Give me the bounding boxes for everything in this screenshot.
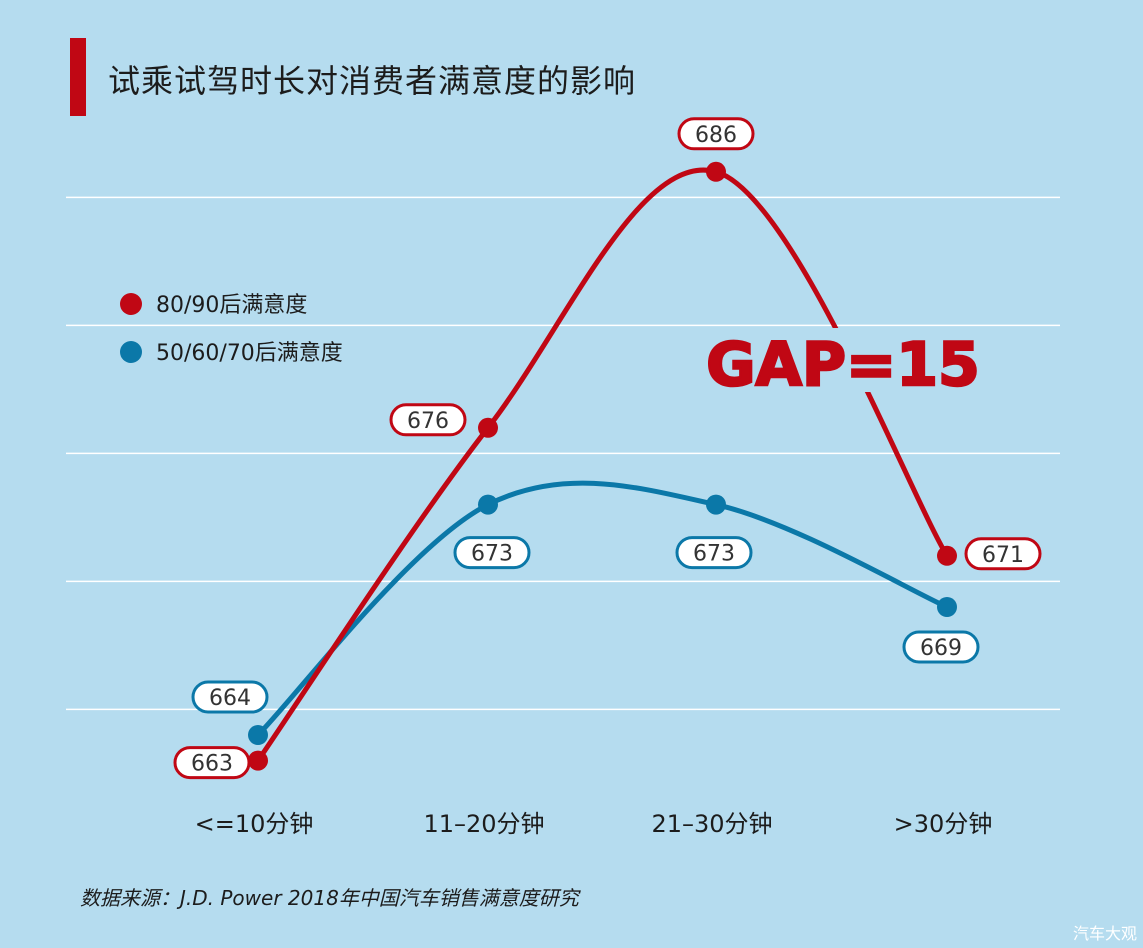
data-label-pill <box>964 537 1042 571</box>
title-accent-bar <box>70 38 86 116</box>
data-label-pill <box>675 536 753 570</box>
data-point <box>248 750 268 771</box>
data-point <box>478 494 498 515</box>
x-tick-label: 21–30分钟 <box>651 810 772 838</box>
legend-label: 80/90后满意度 <box>156 293 307 318</box>
legend-label: 50/60/70后满意度 <box>156 341 343 366</box>
data-point <box>478 417 498 438</box>
data-label-pill <box>453 536 531 570</box>
legend: 80/90后满意度 50/60/70后满意度 <box>120 293 343 366</box>
data-label-pill <box>191 680 269 714</box>
x-tick-label: <=10分钟 <box>195 810 314 838</box>
data-label: 664 <box>209 686 251 711</box>
series-lines <box>248 161 964 771</box>
x-tick-label: 11–20分钟 <box>423 810 544 838</box>
data-label: 686 <box>695 123 737 148</box>
data-point <box>706 161 726 182</box>
data-point <box>248 725 268 745</box>
gap-annotation: GAP=15 <box>705 329 981 402</box>
data-label: 663 <box>191 752 233 777</box>
data-label: 673 <box>471 542 513 567</box>
data-label-pill <box>902 630 980 664</box>
data-label-pill <box>389 403 467 437</box>
series-line <box>255 480 950 738</box>
data-label: 671 <box>982 543 1024 568</box>
x-axis-labels: <=10分钟 11–20分钟 21–30分钟 >30分钟 <box>195 810 993 838</box>
legend-marker <box>120 341 142 363</box>
source-note: 数据来源：J.D. Power 2018年中国汽车销售满意度研究 <box>80 886 579 910</box>
data-label-pill <box>677 117 755 151</box>
chart-title: 试乘试驾时长对消费者满意度的影响 <box>108 62 637 100</box>
data-label: 673 <box>693 542 735 567</box>
data-labels: 663 676 686 671 664 673 673 669 <box>173 117 1042 780</box>
legend-marker <box>120 293 142 315</box>
gap-annotation-backdrop <box>724 328 964 392</box>
series-line <box>255 167 950 764</box>
data-point <box>937 597 957 617</box>
data-label: 676 <box>407 409 449 434</box>
data-point <box>706 494 726 515</box>
x-tick-label: >30分钟 <box>894 810 993 838</box>
data-label: 669 <box>920 636 962 661</box>
gap-annotation-text: GAP=15 <box>706 330 979 400</box>
data-point <box>937 545 957 566</box>
watermark-text: 汽车大观 <box>1072 924 1137 943</box>
data-label-pill <box>173 746 251 780</box>
